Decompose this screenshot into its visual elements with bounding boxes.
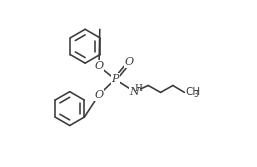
Text: P: P bbox=[111, 74, 119, 84]
Text: N: N bbox=[130, 87, 139, 97]
Text: H: H bbox=[134, 84, 142, 93]
Text: O: O bbox=[124, 57, 134, 67]
Text: O: O bbox=[94, 90, 104, 100]
Text: O: O bbox=[94, 61, 104, 71]
Text: CH: CH bbox=[185, 87, 200, 97]
Text: 3: 3 bbox=[194, 90, 199, 99]
